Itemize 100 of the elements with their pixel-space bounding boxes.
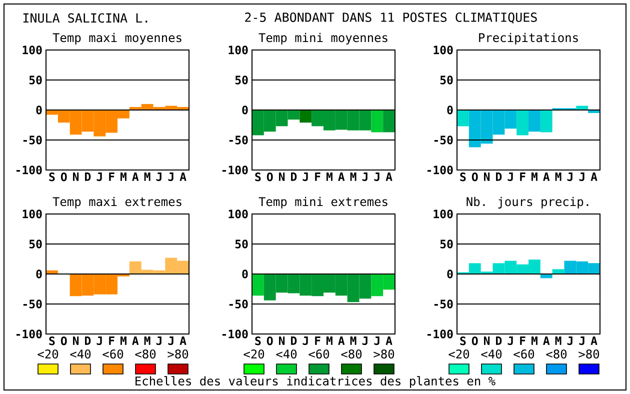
y-tick-label: 100 <box>22 210 42 218</box>
y-tick-label: -100 <box>427 166 453 174</box>
category-label: <40 <box>481 349 502 359</box>
category-label: <20 <box>448 349 470 359</box>
x-tick-label: S <box>255 172 261 182</box>
x-tick-label: M <box>350 336 356 345</box>
y-tick-label: 0 <box>447 270 453 278</box>
x-tick-label: J <box>302 172 308 182</box>
x-tick-label: J <box>168 172 174 182</box>
category-label: <40 <box>70 349 91 359</box>
y-tick-label: -100 <box>16 330 42 338</box>
x-tick-label: F <box>315 172 320 181</box>
chart-title: Temp mini moyennes <box>258 32 388 44</box>
y-tick-label: 0 <box>447 106 453 114</box>
x-tick-label: J <box>579 336 584 346</box>
y-tick-label: 50 <box>440 240 453 248</box>
y-tick-label: -50 <box>229 300 248 308</box>
y-tick-label: 0 <box>242 106 248 114</box>
x-tick-label: M <box>555 172 562 181</box>
y-tick-label: -50 <box>23 136 42 144</box>
x-tick-label: A <box>386 336 392 345</box>
x-tick-label: N <box>484 172 490 181</box>
x-tick-label: A <box>132 172 139 181</box>
x-tick-label: M <box>531 336 538 345</box>
x-tick-label: F <box>109 336 114 345</box>
x-tick-label: M <box>350 172 356 181</box>
x-tick-label: J <box>156 172 162 182</box>
category-label: <80 <box>546 349 567 359</box>
x-tick-label: S <box>460 336 466 346</box>
y-tick-label: 0 <box>36 270 42 278</box>
chart-title: Temp maxi extremes <box>52 196 182 208</box>
y-tick-label: -100 <box>222 330 248 338</box>
x-tick-label: D <box>496 172 502 181</box>
x-tick-label: J <box>374 172 380 182</box>
x-tick-label: M <box>120 172 126 181</box>
y-tick-label: -100 <box>222 166 248 174</box>
y-tick-label: 100 <box>228 210 248 218</box>
x-tick-label: J <box>508 336 513 346</box>
x-tick-label: D <box>85 336 91 345</box>
y-tick-label: 0 <box>36 106 42 114</box>
x-tick-label: J <box>156 336 162 346</box>
chart-title: Temp mini extremes <box>258 196 388 208</box>
x-tick-label: A <box>386 172 392 181</box>
bar <box>552 269 564 274</box>
chart-title: Temp maxi moyennes <box>52 32 182 44</box>
x-tick-label: J <box>374 336 380 346</box>
x-tick-label: N <box>73 336 79 345</box>
x-tick-label: O <box>266 336 273 346</box>
category-label: <40 <box>276 349 297 359</box>
y-tick-label: 50 <box>29 76 42 84</box>
x-tick-label: J <box>168 336 174 346</box>
x-tick-label: F <box>109 172 114 181</box>
y-tick-label: -100 <box>16 166 42 174</box>
x-tick-label: D <box>496 336 502 345</box>
x-tick-label: A <box>338 172 345 181</box>
x-tick-label: S <box>49 172 55 182</box>
chart-title: Nb. jours precip. <box>466 196 588 208</box>
x-tick-label: M <box>326 336 332 345</box>
x-tick-label: N <box>279 172 285 181</box>
x-tick-label: S <box>255 336 261 346</box>
x-tick-label: N <box>484 336 490 345</box>
y-tick-label: -50 <box>434 300 453 308</box>
x-tick-label: A <box>180 336 186 345</box>
y-tick-label: -100 <box>427 330 453 338</box>
x-tick-label: A <box>590 172 598 181</box>
x-tick-label: A <box>543 336 550 345</box>
x-tick-label: A <box>180 172 186 181</box>
category-label: >80 <box>168 349 188 359</box>
x-tick-label: J <box>579 172 584 182</box>
text: 2-5 ABONDANT DANS 11 POSTES CLIMATIQUES <box>245 12 537 24</box>
category-label: <80 <box>341 349 362 359</box>
x-tick-label: J <box>96 336 102 346</box>
x-tick-label: N <box>73 172 79 181</box>
y-tick-label: -50 <box>434 136 453 144</box>
y-tick-label: 50 <box>29 240 42 248</box>
x-tick-label: D <box>291 336 297 345</box>
x-tick-label: M <box>120 336 126 345</box>
x-tick-label: D <box>85 172 91 181</box>
x-tick-label: M <box>144 336 150 345</box>
y-tick-label: 50 <box>235 76 248 84</box>
y-tick-label: 100 <box>434 210 453 218</box>
y-tick-label: -50 <box>23 300 42 308</box>
x-tick-label: J <box>362 172 368 182</box>
x-tick-label: J <box>362 336 368 346</box>
x-tick-label: J <box>96 172 102 182</box>
x-tick-label: N <box>279 336 285 345</box>
x-tick-label: O <box>60 172 67 182</box>
x-tick-label: D <box>291 172 297 181</box>
chart-title: Precipitations <box>479 32 578 44</box>
text: INULA SALICINA L. <box>23 13 148 23</box>
x-tick-label: O <box>266 172 273 182</box>
x-tick-label: O <box>472 172 478 182</box>
y-tick-label: 0 <box>242 270 248 278</box>
y-tick-label: 100 <box>22 46 42 54</box>
x-tick-label: A <box>590 336 598 345</box>
category-label: <60 <box>102 349 124 359</box>
category-label: <80 <box>135 349 156 359</box>
x-tick-label: O <box>472 336 478 346</box>
x-tick-label: F <box>315 336 320 345</box>
x-tick-label: A <box>543 172 550 181</box>
